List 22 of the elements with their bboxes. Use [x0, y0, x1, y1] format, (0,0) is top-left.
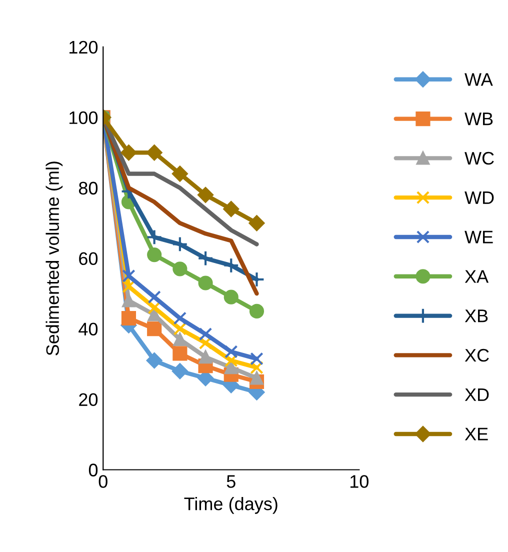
legend-label: XD [464, 388, 489, 401]
y-tick-label: 40 [78, 322, 98, 336]
y-tick-label: 60 [79, 252, 98, 266]
x-axis-title: Time (days) [184, 497, 278, 514]
y-tick-label: 80 [78, 182, 98, 195]
y-axis-title: Sedimented volume (ml) [46, 162, 63, 356]
legend-label: WB [464, 112, 493, 126]
x-tick-label: 10 [350, 475, 368, 488]
legend-label: XE [464, 428, 488, 440]
legend-label: WC [464, 152, 494, 165]
y-tick-label: 120 [70, 40, 98, 54]
legend-label: XA [464, 270, 489, 283]
x-tick-label: 0 [98, 475, 108, 488]
legend-label: XC [464, 348, 489, 362]
x-tick-label: 5 [226, 475, 236, 488]
y-tick-label: 0 [88, 464, 98, 476]
legend-label: WA [464, 73, 493, 86]
legend-label: WD [464, 191, 494, 204]
y-tick-label: 20 [79, 393, 98, 406]
legend-label: XB [464, 310, 488, 322]
y-tick-label: 100 [70, 111, 98, 124]
legend-label: WE [464, 230, 493, 244]
